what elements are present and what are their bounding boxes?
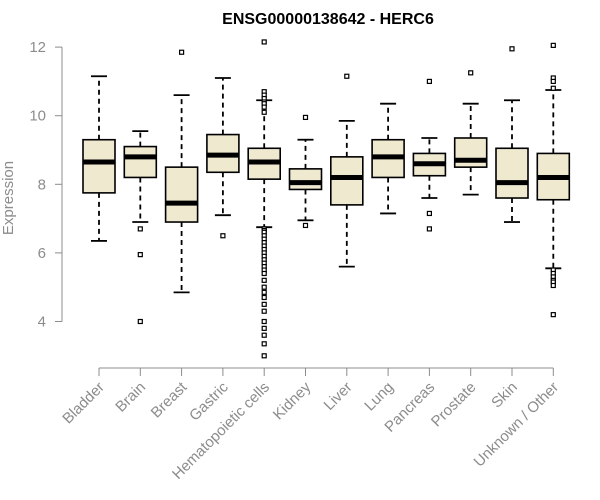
box-bladder bbox=[82, 75, 116, 242]
outlier-point bbox=[468, 70, 474, 76]
outlier-point bbox=[261, 289, 267, 295]
outlier-point bbox=[220, 233, 226, 239]
outlier-point bbox=[261, 270, 267, 277]
x-tick-label: Brain bbox=[112, 379, 149, 416]
outlier-point bbox=[261, 109, 267, 115]
x-tick-label: Breast bbox=[148, 378, 191, 421]
outlier-point bbox=[509, 46, 515, 52]
outlier-point bbox=[137, 226, 143, 232]
y-axis-label: Expression bbox=[0, 161, 17, 235]
box-kidney bbox=[288, 114, 323, 229]
outlier-point bbox=[550, 85, 556, 91]
outlier-point bbox=[550, 78, 556, 85]
outlier-point bbox=[426, 226, 432, 232]
x-tick-label: Lung bbox=[361, 379, 397, 415]
iqr-box bbox=[164, 166, 199, 223]
outlier-point bbox=[550, 42, 556, 48]
outlier-point bbox=[302, 114, 309, 121]
box-gastric bbox=[206, 77, 240, 239]
outlier-point bbox=[261, 284, 267, 290]
outlier-point bbox=[261, 332, 267, 338]
outlier-point bbox=[550, 312, 556, 318]
outlier-point bbox=[261, 294, 267, 301]
plot-area bbox=[82, 39, 571, 359]
y-axis: 4 6 8 10 12 bbox=[29, 39, 63, 331]
box-brain bbox=[123, 130, 158, 325]
y-tick-label: 6 bbox=[38, 245, 46, 262]
outlier-point bbox=[302, 222, 309, 229]
iqr-box bbox=[82, 138, 116, 194]
outlier-point bbox=[426, 78, 432, 85]
y-tick-label: 12 bbox=[29, 39, 46, 56]
outlier-point bbox=[137, 318, 143, 325]
x-tick-label: Skin bbox=[488, 379, 521, 412]
outlier-point bbox=[550, 282, 556, 289]
outlier-point bbox=[261, 308, 267, 314]
iqr-box bbox=[288, 168, 323, 191]
x-tick-label: Bladder bbox=[59, 379, 108, 428]
x-tick-label: Prostate bbox=[428, 379, 480, 431]
x-tick-label: Liver bbox=[321, 379, 356, 414]
outlier-point bbox=[261, 353, 267, 359]
box-liver bbox=[329, 73, 364, 268]
x-tick-label: Kidney bbox=[270, 378, 315, 423]
box-unknown-other bbox=[536, 42, 571, 318]
chart-title: ENSG00000138642 - HERC6 bbox=[222, 11, 434, 28]
box-pancreas bbox=[412, 78, 447, 232]
iqr-box bbox=[329, 156, 364, 206]
outlier-point bbox=[179, 49, 185, 55]
outlier-point bbox=[261, 104, 267, 110]
outlier-point bbox=[344, 73, 350, 79]
y-tick-label: 4 bbox=[38, 314, 46, 331]
outlier-point bbox=[261, 39, 267, 45]
outlier-point bbox=[261, 301, 267, 307]
iqr-box bbox=[495, 147, 529, 199]
box-breast bbox=[164, 49, 199, 294]
outlier-point bbox=[426, 210, 432, 217]
outlier-point bbox=[261, 341, 267, 347]
outlier-point bbox=[261, 325, 267, 331]
outlier-point bbox=[137, 252, 143, 258]
box-skin bbox=[495, 46, 529, 223]
y-tick-label: 8 bbox=[38, 176, 46, 193]
outlier-point bbox=[261, 318, 267, 325]
box-hematopoietic-cells bbox=[247, 39, 281, 359]
iqr-box bbox=[123, 145, 158, 179]
outlier-point bbox=[261, 277, 267, 283]
box-prostate bbox=[453, 70, 488, 196]
box-lung bbox=[371, 102, 405, 215]
y-tick-label: 10 bbox=[29, 108, 46, 125]
